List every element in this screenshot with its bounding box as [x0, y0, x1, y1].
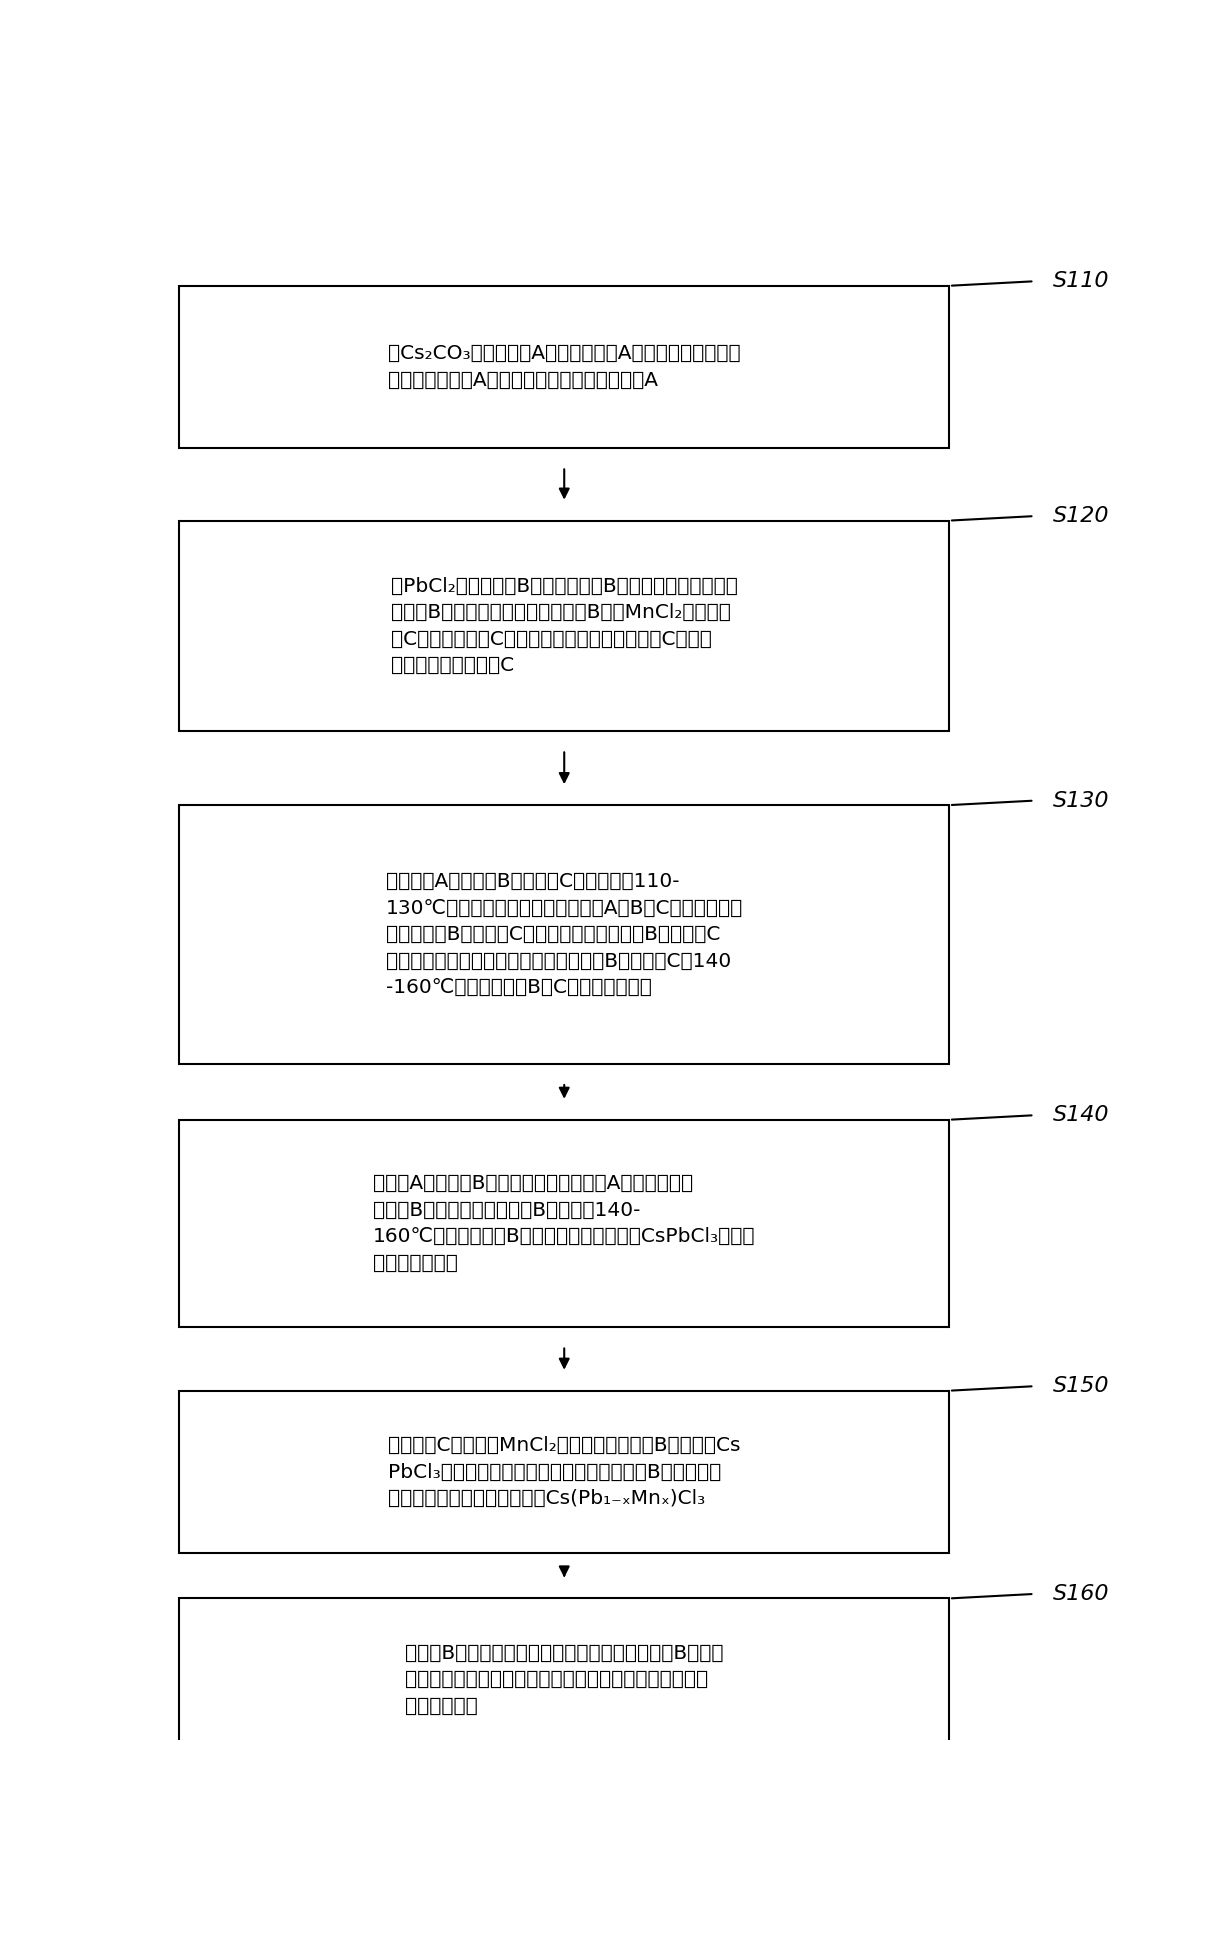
Bar	[180, 520, 949, 731]
Bar	[180, 805, 949, 1064]
Text: 将反应瓶A、反应瓶B和反应瓶C同时升温至110-
130℃，待温度稳定后，保持反应瓶A、B、C的温度指定时
间，反应瓶B、反应瓶C保温结束后，在反应瓶B、反应瓶: 将反应瓶A、反应瓶B和反应瓶C同时升温至110- 130℃，待温度稳定后，保持反…	[385, 872, 742, 997]
Text: S140: S140	[1053, 1105, 1109, 1126]
Text: 反应瓶B中阳离子交换反应结束后，对所述反应瓶B进行冰
浴、冷冻和干燥处理，得到阳离子交换后的铅卢钓钓矿量
子点材料粉体: 反应瓶B中阳离子交换反应结束后，对所述反应瓶B进行冰 浴、冷冻和干燥处理，得到阳…	[405, 1644, 724, 1716]
Text: 将反应瓶C中溶解的MnCl₂前驱体加入反应瓶B中生成的Cs
PbCl₃钓钓矿量子点材料溶液中，所述反应瓶B在指定温度
下发生阳离子交换反应，生成Cs(Pb₁₋ₓ: 将反应瓶C中溶解的MnCl₂前驱体加入反应瓶B中生成的Cs PbCl₃钓钓矿量子…	[388, 1437, 740, 1507]
Text: 反应瓶A、反应瓶B保温结束后，将反应瓶A中溶液加入到
反应瓶B溶液中，所述反应瓶B的温度为140-
160℃，所述反应瓶B反应指定时间后，生成CsPbCl₃钓钓: 反应瓶A、反应瓶B保温结束后，将反应瓶A中溶液加入到 反应瓶B溶液中，所述反应瓶…	[373, 1175, 756, 1273]
Text: S130: S130	[1053, 790, 1109, 811]
Bar	[180, 1390, 949, 1554]
Text: S150: S150	[1053, 1376, 1109, 1396]
Text: S120: S120	[1053, 506, 1109, 526]
Bar	[180, 285, 949, 448]
Text: S160: S160	[1053, 1584, 1109, 1603]
Bar	[180, 1599, 949, 1761]
Bar	[180, 1120, 949, 1327]
Text: S110: S110	[1053, 272, 1109, 291]
Text: 将PbCl₂加到反应瓶B中，在反应瓶B中加入十八烯，往所述
反应瓶B中通氩气，搅拌所述反应瓶B；将MnCl₂加到反应
瓶C中，在反应瓶C中加入十八烯，往所述反应: 将PbCl₂加到反应瓶B中，在反应瓶B中加入十八烯，往所述 反应瓶B中通氩气，搅…	[391, 577, 737, 674]
Text: 将Cs₂CO₃加到反应瓶A中，在反应瓶A中加入十八烯和油酸
，往所述三口瓶A中通氩气，再搅拌所述反应瓶A: 将Cs₂CO₃加到反应瓶A中，在反应瓶A中加入十八烯和油酸 ，往所述三口瓶A中通…	[388, 344, 741, 389]
